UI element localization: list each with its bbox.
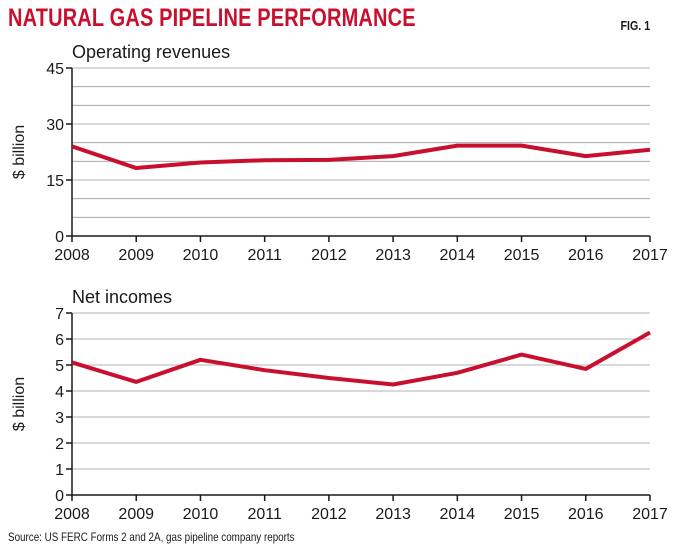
x-tick-label: 2012 xyxy=(311,506,347,523)
x-tick-label: 2009 xyxy=(118,506,154,523)
y-tick-label: 3 xyxy=(55,410,64,427)
chart-title: Net incomes xyxy=(72,287,172,307)
x-tick-label: 2010 xyxy=(183,247,219,264)
y-tick-label: 15 xyxy=(46,173,64,190)
x-tick-label: 2013 xyxy=(375,506,411,523)
y-tick-label: 0 xyxy=(55,488,64,505)
x-tick-label: 2008 xyxy=(54,506,90,523)
y-tick-label: 45 xyxy=(46,61,64,78)
x-tick-label: 2016 xyxy=(568,247,604,264)
x-tick-label: 2011 xyxy=(247,247,282,264)
series-line xyxy=(71,143,651,171)
x-tick-label: 2015 xyxy=(504,247,540,264)
y-tick-label: 0 xyxy=(55,229,64,246)
source-note: Source: US FERC Forms 2 and 2A, gas pipe… xyxy=(8,530,295,544)
x-tick-label: 2014 xyxy=(440,247,476,264)
chart-title: Operating revenues xyxy=(72,42,230,62)
x-tick-label: 2017 xyxy=(632,247,668,264)
x-tick-label: 2015 xyxy=(504,506,540,523)
y-axis-label: $ billion xyxy=(11,377,28,431)
y-tick-label: 5 xyxy=(55,358,64,375)
x-tick-label: 2013 xyxy=(375,247,411,264)
x-tick-label: 2008 xyxy=(54,247,90,264)
y-tick-label: 30 xyxy=(46,117,64,134)
y-axis-label: $ billion xyxy=(11,125,28,179)
x-tick-label: 2009 xyxy=(118,247,154,264)
x-tick-label: 2010 xyxy=(183,506,219,523)
x-tick-label: 2017 xyxy=(632,506,668,523)
y-tick-label: 1 xyxy=(55,462,64,479)
figure-label: FIG. 1 xyxy=(620,18,650,33)
y-tick-label: 4 xyxy=(55,384,64,401)
x-tick-label: 2014 xyxy=(440,506,476,523)
x-tick-label: 2011 xyxy=(247,506,282,523)
series-line xyxy=(71,330,651,387)
y-tick-label: 7 xyxy=(55,306,64,323)
x-tick-label: 2012 xyxy=(311,247,347,264)
operating-revenues-chart: Operating revenues 0 15 30 45 2008 2009 2010 201… xyxy=(11,42,668,264)
net-incomes-chart: Net incomes 0 1 2 3 4 5 6 7 2008 2009 2010 2011 2012 2… xyxy=(11,287,668,523)
x-tick-label: 2016 xyxy=(568,506,604,523)
figure-title: NATURAL GAS PIPELINE PERFORMANCE xyxy=(8,4,416,32)
y-tick-label: 2 xyxy=(55,436,64,453)
y-tick-label: 6 xyxy=(55,332,64,349)
